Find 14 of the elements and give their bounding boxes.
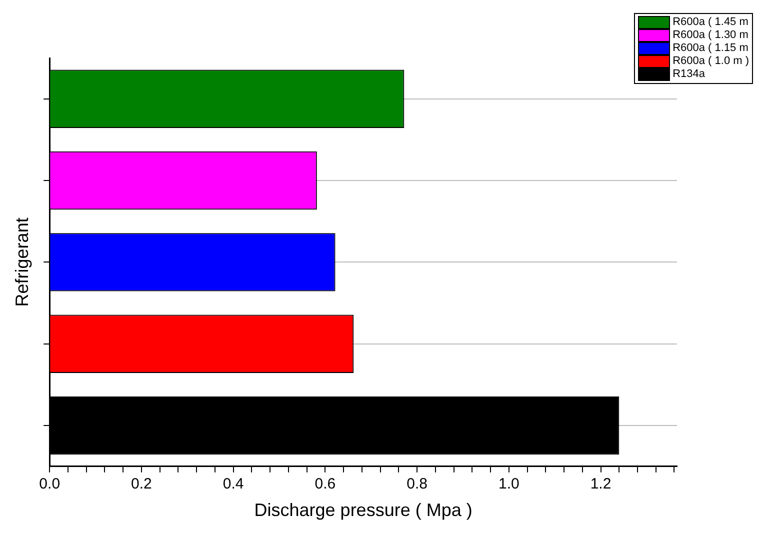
legend-label: R600a ( 1.45 m — [672, 16, 748, 29]
legend-label: R134a — [672, 68, 705, 81]
x-tick-label: 0.4 — [222, 476, 244, 493]
legend-label: R600a ( 1.0 m ) — [672, 55, 749, 68]
x-tick-label: 0.0 — [39, 476, 60, 493]
x-tick-label: 1.2 — [590, 476, 612, 493]
legend-label: R600a ( 1.30 m — [672, 29, 748, 42]
x-axis-title: Discharge pressure ( Mpa ) — [254, 500, 472, 520]
x-tick-label: 0.8 — [406, 476, 428, 493]
x-tick-label: 1.0 — [498, 476, 520, 493]
x-tick-label: 0.6 — [314, 476, 336, 493]
legend-label: R600a ( 1.15 m — [672, 42, 748, 55]
y-axis-title: Refrigerant — [12, 218, 32, 307]
x-tick-label: 0.2 — [131, 476, 152, 493]
